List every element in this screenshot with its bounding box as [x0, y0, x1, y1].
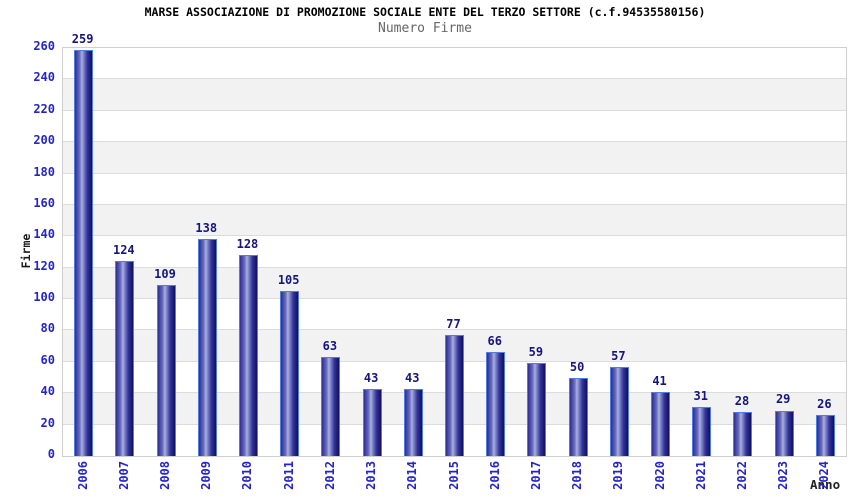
x-tick-label: 2014 — [405, 461, 420, 490]
bar-2013 — [362, 388, 382, 456]
bar-value-label: 128 — [236, 237, 259, 252]
bar-2021 — [692, 407, 712, 456]
bar-2012 — [321, 357, 341, 456]
bar-2011 — [280, 291, 300, 456]
bar-value-label: 77 — [446, 317, 461, 332]
x-tick-label: 2024 — [817, 461, 832, 490]
chart-subtitle: Numero Firme — [378, 21, 472, 36]
x-tick-label: 2012 — [322, 461, 337, 490]
x-tick-label: 2013 — [364, 461, 379, 490]
x-tick-label: 2011 — [281, 461, 296, 490]
bar-2009 — [197, 239, 217, 456]
bar-2018 — [568, 377, 588, 456]
y-tick-label: 0 — [47, 447, 55, 461]
x-tick-label: 2016 — [487, 461, 502, 490]
y-tick-label: 120 — [33, 258, 55, 273]
bar-value-label: 259 — [71, 31, 94, 46]
chart-title: MARSE ASSOCIAZIONE DI PROMOZIONE SOCIALE… — [144, 5, 706, 19]
grid-band — [63, 142, 846, 174]
grid-band — [63, 110, 846, 143]
bar-2017 — [527, 363, 547, 456]
x-tick-label: 2010 — [240, 461, 255, 490]
bar-value-label: 29 — [775, 392, 791, 407]
plot-area — [62, 47, 847, 457]
bar-value-label: 28 — [734, 394, 750, 409]
bar-2014 — [403, 388, 423, 456]
x-tick-label: 2009 — [199, 461, 214, 490]
y-tick-label: 220 — [33, 101, 55, 116]
grid-band — [63, 236, 846, 268]
bar-value-label: 124 — [112, 243, 135, 258]
y-tick-label: 20 — [40, 415, 55, 430]
x-tick-label: 2018 — [570, 461, 585, 490]
bar-2022 — [733, 412, 753, 456]
y-tick-label: 140 — [33, 227, 55, 242]
x-tick-label: 2020 — [652, 461, 667, 490]
bar-value-label: 31 — [693, 389, 708, 404]
bar-value-label: 41 — [652, 373, 667, 388]
x-tick-label: 2015 — [446, 461, 461, 490]
y-tick-label: 80 — [40, 321, 55, 336]
bar-2006 — [74, 49, 94, 456]
bar-value-label: 43 — [405, 370, 420, 385]
bar-value-label: 50 — [569, 359, 585, 374]
x-tick-label: 2006 — [75, 461, 90, 490]
y-tick-label: 200 — [33, 133, 55, 148]
bar-2024 — [815, 415, 835, 456]
x-tick-label: 2022 — [734, 461, 749, 490]
bar-value-label: 66 — [487, 334, 502, 349]
bar-2019 — [609, 366, 629, 456]
grid-band — [63, 204, 846, 237]
bar-2008 — [156, 284, 176, 456]
y-tick-label: 260 — [33, 39, 55, 53]
y-tick-label: 160 — [33, 195, 55, 210]
y-tick-label: 40 — [40, 384, 55, 399]
bar-2010 — [238, 255, 258, 456]
grid-band — [63, 48, 846, 80]
bar-value-label: 59 — [528, 345, 544, 360]
y-tick-label: 240 — [33, 70, 55, 85]
grid-band — [63, 299, 846, 331]
bar-2020 — [651, 391, 671, 456]
grid-band — [63, 267, 846, 300]
bar-value-label: 26 — [817, 397, 832, 412]
bar-value-label: 109 — [154, 266, 176, 281]
grid-band — [63, 173, 846, 205]
y-tick-label: 100 — [33, 290, 55, 305]
x-tick-label: 2007 — [116, 461, 131, 490]
y-tick-label: 180 — [33, 164, 55, 179]
bar-value-label: 138 — [195, 221, 218, 236]
x-tick-label: 2023 — [776, 461, 791, 490]
grid-band — [63, 79, 846, 111]
x-tick-label: 2017 — [528, 461, 543, 490]
bar-2023 — [774, 410, 794, 456]
x-tick-label: 2008 — [158, 461, 173, 490]
bar-2015 — [445, 335, 464, 456]
bar-value-label: 105 — [277, 273, 300, 288]
x-axis-title: Anno — [810, 477, 841, 492]
x-tick-label: 2021 — [693, 461, 708, 490]
bar-2016 — [486, 352, 506, 456]
bar-value-label: 43 — [363, 370, 379, 385]
bar-2007 — [115, 261, 135, 456]
bar-value-label: 57 — [611, 348, 626, 363]
x-tick-label: 2019 — [611, 461, 626, 490]
y-tick-label: 60 — [40, 352, 55, 367]
bar-value-label: 63 — [322, 339, 338, 354]
